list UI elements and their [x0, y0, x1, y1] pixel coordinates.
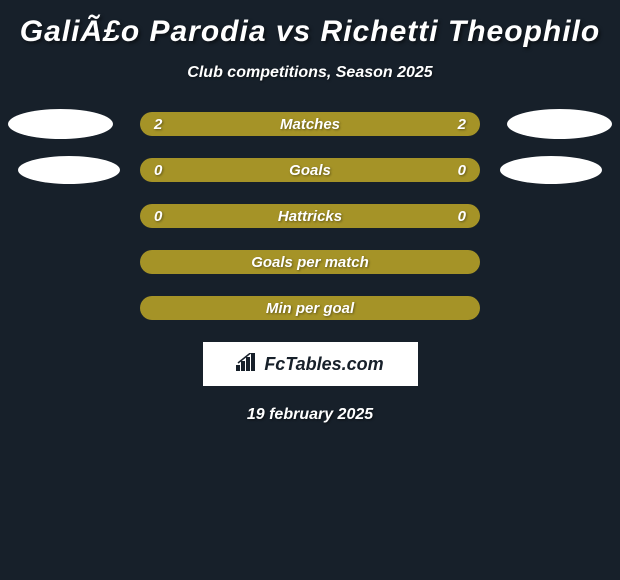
stat-bar: Goals per match [140, 250, 480, 274]
player-left-ellipse [8, 109, 113, 139]
comparison-container: GaliÃ£o Parodia vs Richetti Theophilo Cl… [0, 0, 620, 434]
stat-label: Matches [280, 116, 340, 133]
stat-bar: 0 Hattricks 0 [140, 204, 480, 228]
stat-left-value: 2 [154, 116, 162, 133]
stat-row-goals: 0 Goals 0 [0, 158, 620, 182]
player-right-ellipse [507, 109, 612, 139]
player-right-ellipse [500, 156, 602, 184]
chart-icon [236, 353, 258, 376]
stat-bar: 0 Goals 0 [140, 158, 480, 182]
logo-box: FcTables.com [203, 342, 418, 386]
page-title: GaliÃ£o Parodia vs Richetti Theophilo [0, 15, 620, 49]
date: 19 february 2025 [0, 406, 620, 424]
player-left-ellipse [18, 156, 120, 184]
stat-label: Goals per match [251, 254, 369, 271]
stat-row-hattricks: 0 Hattricks 0 [0, 204, 620, 228]
stat-left-value: 0 [154, 162, 162, 179]
stat-left-value: 0 [154, 208, 162, 225]
stat-right-value: 0 [458, 162, 466, 179]
subtitle: Club competitions, Season 2025 [0, 64, 620, 82]
stat-label: Hattricks [278, 208, 342, 225]
stat-row-goals-per-match: Goals per match [0, 250, 620, 274]
stat-right-value: 2 [458, 116, 466, 133]
stat-row-min-per-goal: Min per goal [0, 296, 620, 320]
stat-right-value: 0 [458, 208, 466, 225]
stat-bar: 2 Matches 2 [140, 112, 480, 136]
stat-label: Min per goal [266, 300, 354, 317]
stat-label: Goals [289, 162, 331, 179]
stat-row-matches: 2 Matches 2 [0, 112, 620, 136]
logo: FcTables.com [236, 353, 383, 376]
logo-text: FcTables.com [264, 354, 383, 375]
stat-bar: Min per goal [140, 296, 480, 320]
